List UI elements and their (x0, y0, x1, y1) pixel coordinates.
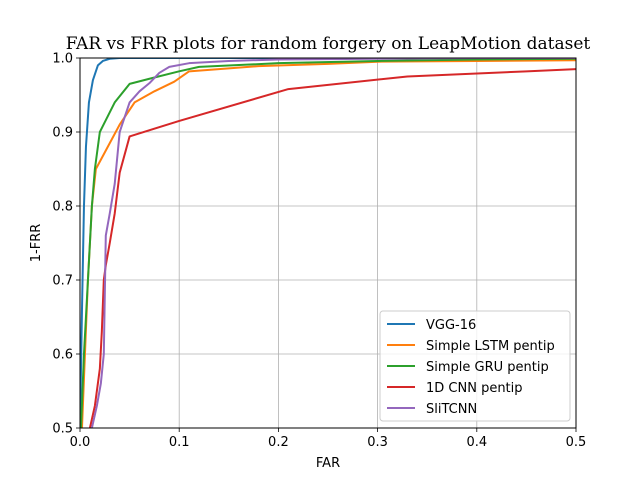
legend-label: Simple GRU pentip (426, 360, 549, 375)
x-axis-label: FAR (316, 456, 340, 471)
legend-box (379, 310, 571, 422)
legend-item-simple-gru-pentip: Simple GRU pentip (387, 360, 549, 375)
legend-label: Simple LSTM pentip (426, 339, 555, 354)
legend-item-vgg-16: VGG-16 (387, 318, 476, 333)
x-tick-label: 0.3 (367, 435, 388, 450)
y-tick-label: 0.6 (52, 348, 73, 363)
legend-item-simple-lstm-pentip: Simple LSTM pentip (387, 339, 555, 354)
y-tick-label: 1.0 (52, 52, 73, 67)
x-tick-label: 0.4 (466, 435, 487, 450)
legend-label: 1D CNN pentip (426, 381, 523, 396)
legend-item-1d-cnn-pentip: 1D CNN pentip (387, 381, 523, 396)
grid (79, 57, 577, 429)
series-line-1d-cnn-pentip (88, 68, 576, 428)
y-tick-label: 0.8 (52, 200, 73, 215)
x-tick-label: 0.0 (70, 435, 91, 450)
series-lines (80, 58, 576, 428)
x-tick-label: 0.5 (566, 435, 587, 450)
y-tick-label: 0.9 (52, 126, 73, 141)
legend-item-slitcnn: SliTCNN (387, 402, 477, 417)
y-tick-label: 0.5 (52, 422, 73, 437)
series-line-slitcnn (90, 58, 576, 428)
legend: VGG-16 Simple LSTM pentip Simple GRU penti… (379, 310, 571, 422)
series-line-simple-gru-pentip (80, 58, 576, 428)
y-tick-label: 0.7 (52, 274, 73, 289)
plot-frame (79, 57, 577, 429)
series-line-vgg-16 (80, 58, 576, 428)
legend-label: SliTCNN (426, 402, 477, 417)
x-axis-ticks: 0.0 0.1 0.2 0.3 0.4 0.5 (70, 428, 587, 450)
chart-title: FAR vs FRR plots for random forgery on L… (66, 34, 591, 54)
x-tick-label: 0.2 (268, 435, 289, 450)
x-tick-label: 0.1 (169, 435, 190, 450)
y-axis-ticks: 0.5 0.6 0.7 0.8 0.9 1.0 (52, 52, 80, 437)
y-axis-label: 1-FRR (29, 224, 44, 263)
legend-label: VGG-16 (426, 318, 476, 333)
